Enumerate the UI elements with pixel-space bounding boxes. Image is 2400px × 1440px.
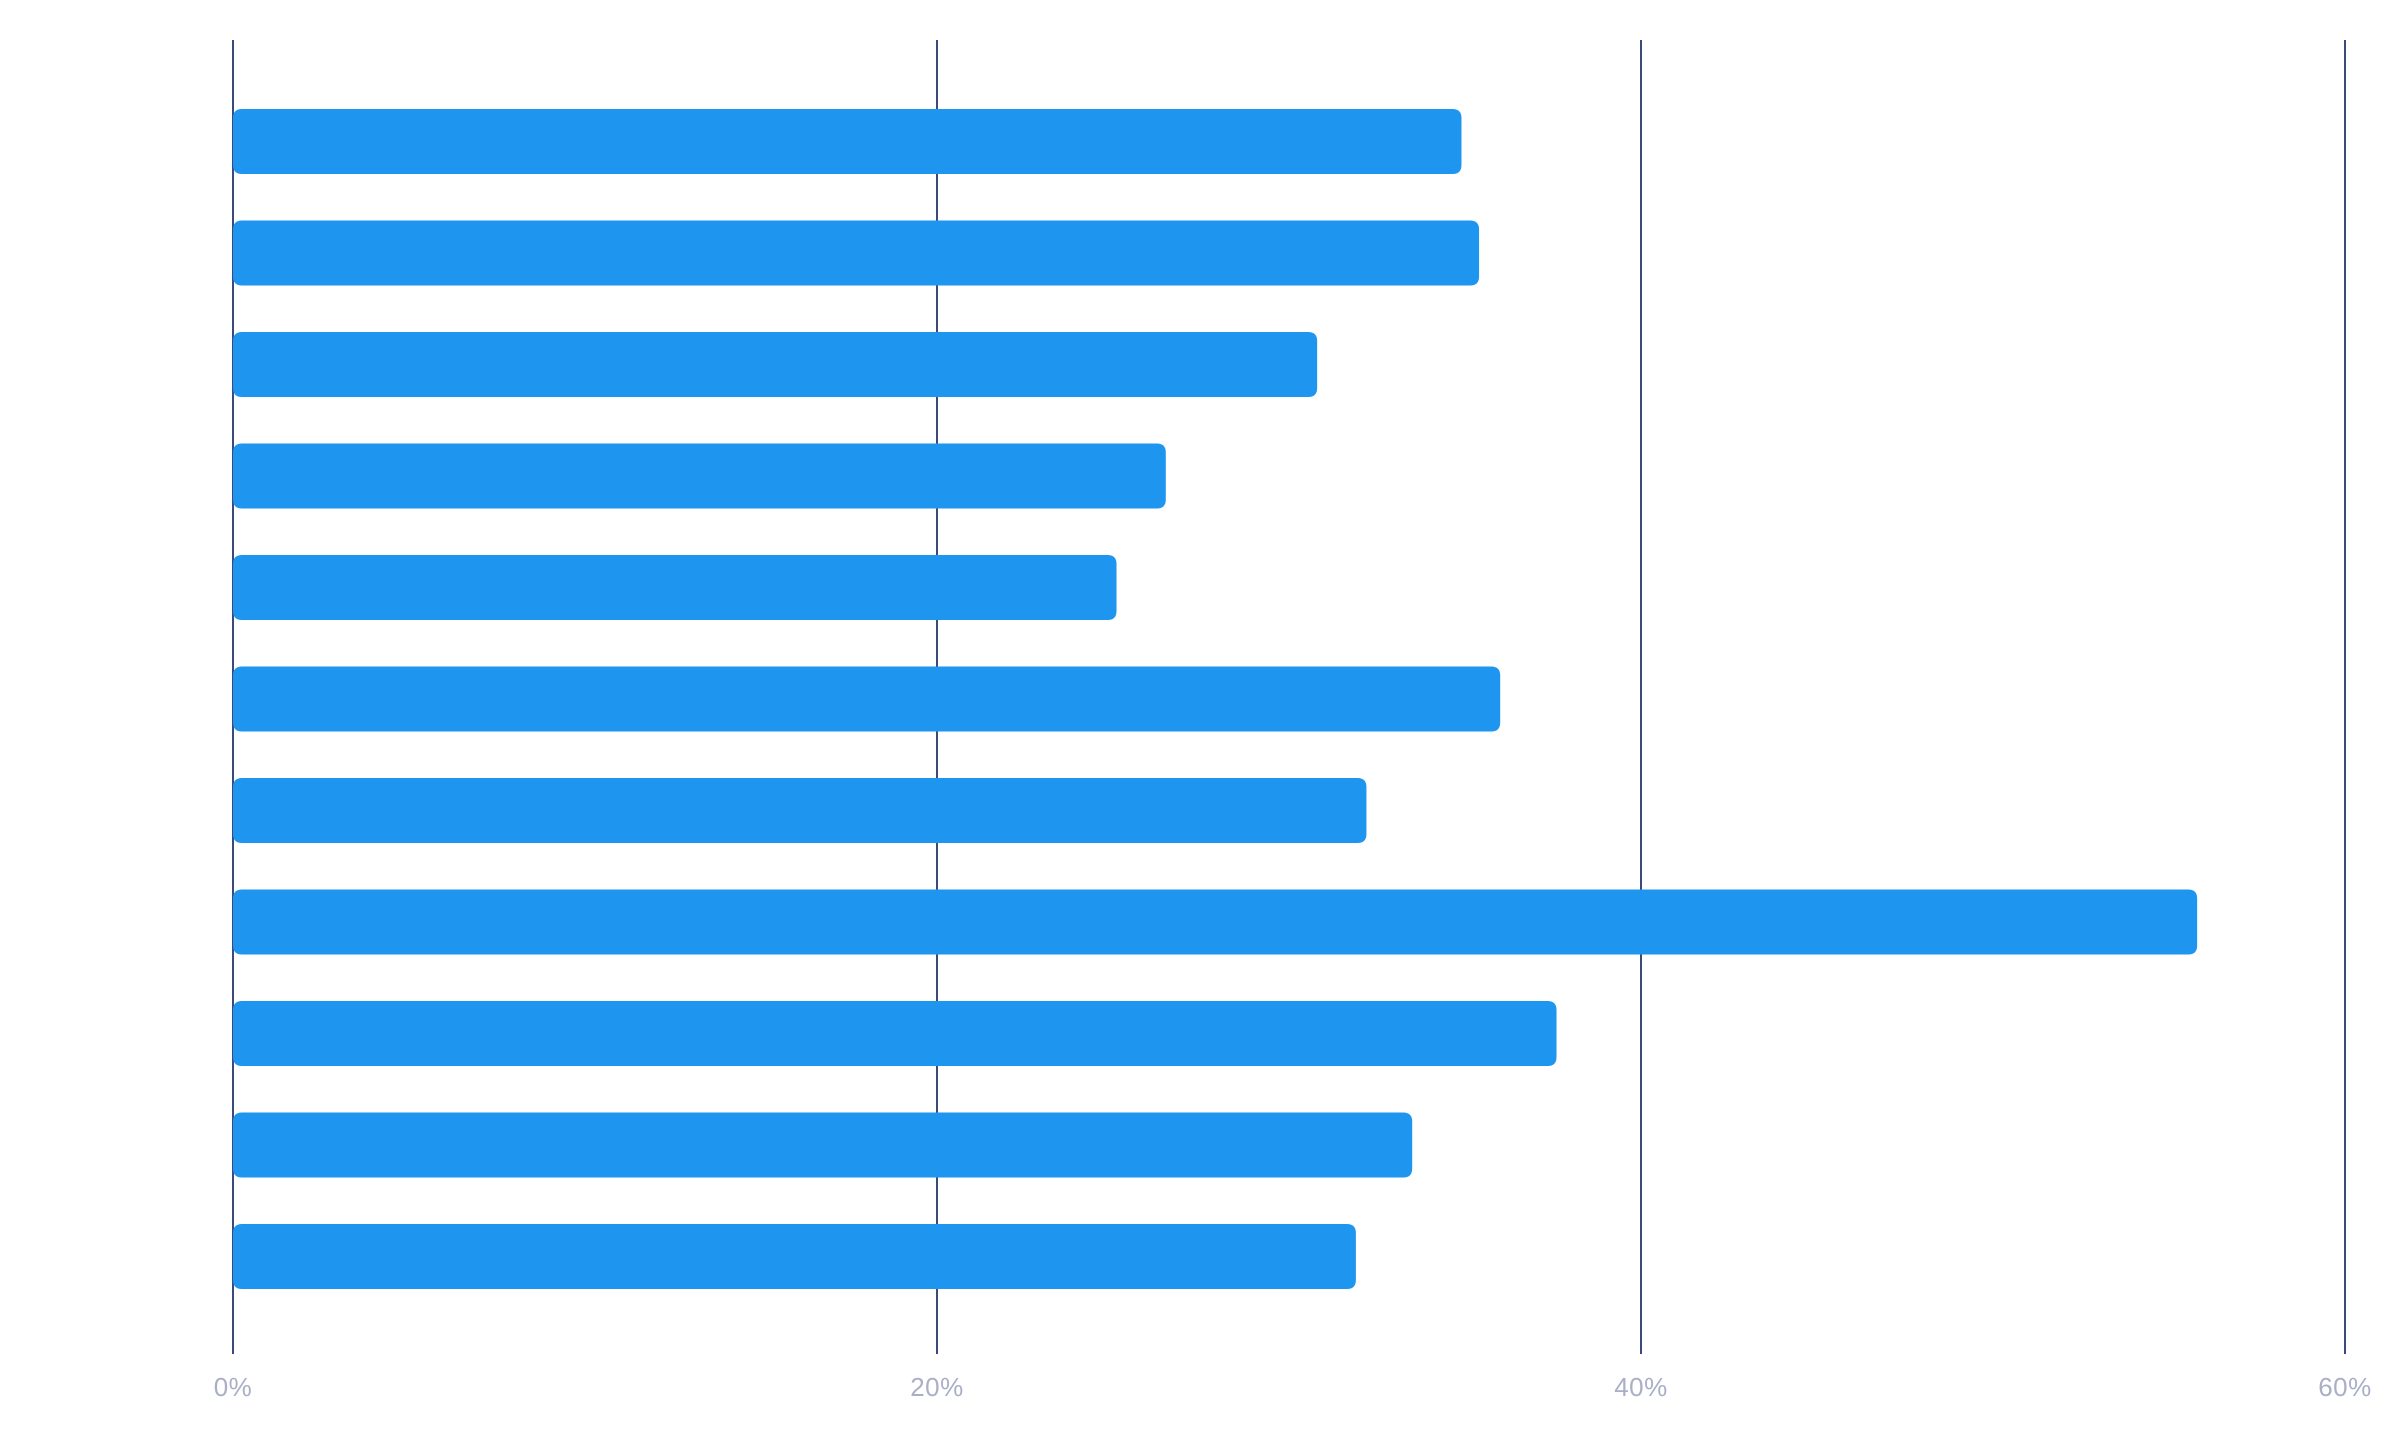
bar-10 <box>233 1224 1356 1289</box>
bar-4 <box>233 555 1117 620</box>
x-tick-label-1: 20% <box>910 1372 964 1402</box>
x-tick-label-2: 40% <box>1614 1372 1668 1402</box>
bar-2 <box>233 332 1318 397</box>
x-axis-tick-labels: 0% 20% 40% 60% <box>214 1372 2372 1402</box>
bar-6 <box>233 778 1367 843</box>
bar-3 <box>233 443 1166 509</box>
x-tick-label-3: 60% <box>2318 1372 2372 1402</box>
bar-1 <box>233 220 1480 286</box>
bar-8 <box>233 1001 1557 1066</box>
x-tick-label-0: 0% <box>214 1372 253 1402</box>
bars <box>233 109 2198 1289</box>
bar-7 <box>233 889 2198 955</box>
bar-9 <box>233 1112 1413 1178</box>
bar-5 <box>233 666 1501 732</box>
bar-0 <box>233 109 1462 174</box>
